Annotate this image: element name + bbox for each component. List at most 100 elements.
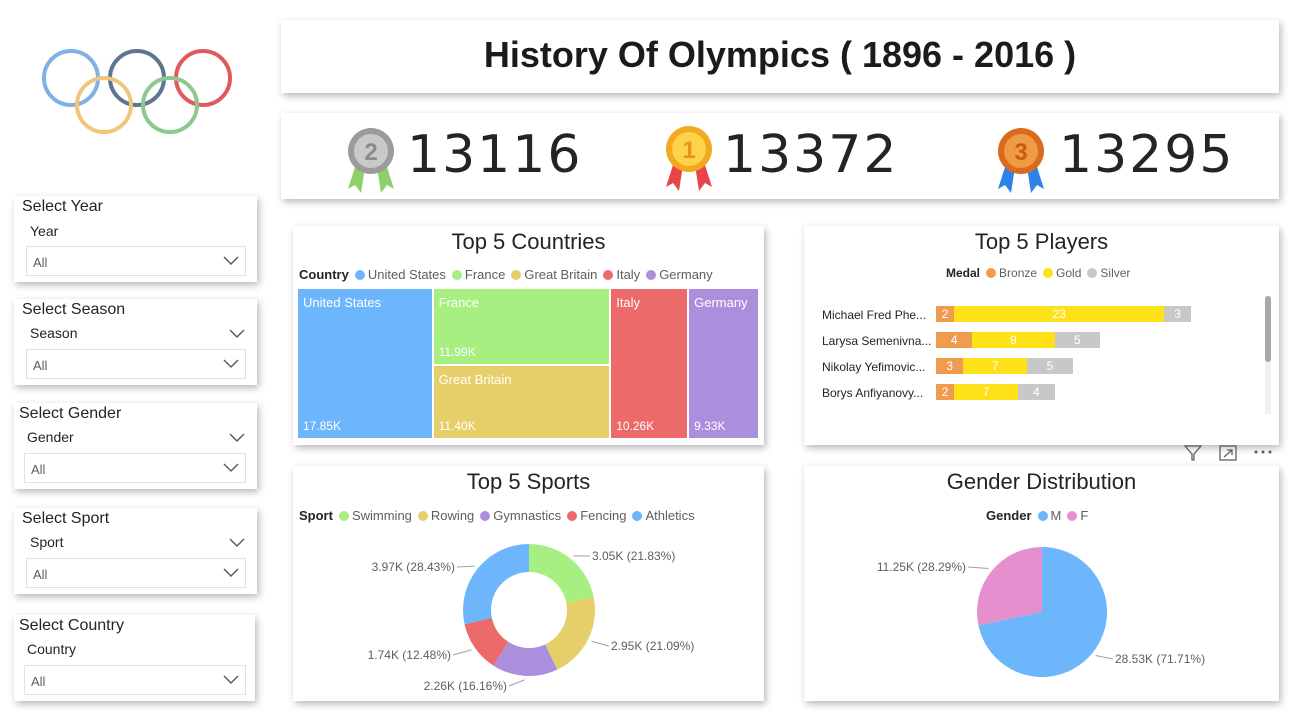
sports-legend-label: Fencing	[580, 508, 627, 523]
treemap-tile[interactable]: France 11.99K	[433, 289, 610, 365]
gender-visual[interactable]: Gender Distribution Gender M F 28.53K (71.…	[804, 466, 1279, 701]
chevron-down-icon[interactable]	[229, 538, 245, 548]
countries-legend-item[interactable]: Germany	[646, 267, 713, 282]
chevron-down-icon[interactable]	[229, 329, 245, 339]
silver-bar-segment[interactable]: 5	[1054, 332, 1101, 348]
player-name-label: Nikolay Yefimovic...	[822, 360, 926, 374]
players-legend-item[interactable]: Silver	[1087, 266, 1130, 280]
sport-dropdown[interactable]: All	[26, 558, 246, 588]
slicer-sport-field[interactable]: Sport	[30, 534, 64, 550]
players-legend-item[interactable]: Gold	[1043, 266, 1081, 280]
vertical-scrollbar[interactable]	[1265, 296, 1271, 414]
slicer-gender-field[interactable]: Gender	[27, 429, 74, 445]
legend-dot-icon	[986, 268, 997, 278]
sports-donut-slice[interactable]	[493, 641, 558, 676]
gender-legend-item[interactable]: M	[1037, 508, 1062, 523]
bronze-bar-segment[interactable]: 3	[936, 358, 964, 374]
gender-pie-slice[interactable]	[977, 547, 1042, 626]
treemap-tile[interactable]: Great Britain 11.40K	[433, 366, 610, 438]
gender-pie-slice[interactable]	[978, 547, 1107, 677]
sports-donut-slice[interactable]	[529, 544, 594, 603]
silver-bar-segment[interactable]: 3	[1163, 306, 1192, 322]
sports-legend-item[interactable]: Athletics	[632, 508, 695, 523]
filter-icon[interactable]	[1183, 444, 1203, 462]
top-countries-visual[interactable]: Top 5 Countries Country United States Fran…	[293, 226, 764, 445]
treemap-tile[interactable]: Germany 9.33K	[689, 289, 758, 438]
legend-dot-icon	[480, 511, 491, 521]
silver-bar-segment[interactable]: 5	[1027, 358, 1073, 374]
treemap-tile-label: United States	[303, 295, 382, 310]
year-dropdown[interactable]: All	[26, 246, 246, 276]
legend-dot-icon	[646, 270, 657, 280]
sports-donut-slice[interactable]	[463, 544, 529, 625]
gender-pie-data-label: 28.53K (71.71%)	[1115, 652, 1205, 666]
gold-medal-badge: 1	[682, 137, 695, 164]
sports-legend: Sport Swimming Rowing Gymnastics Fencing Athl…	[299, 508, 701, 523]
treemap-tile[interactable]: Italy 10.26K	[611, 289, 688, 438]
gold-bar-segment[interactable]: 23	[954, 306, 1164, 322]
sports-donut-chart: 3.05K (21.83%) 2.95K (21.09%) 2.26K (16.16…	[368, 544, 694, 693]
slicer-sport-title: Select Sport	[22, 510, 110, 527]
chevron-down-icon[interactable]	[229, 433, 245, 443]
more-options-icon[interactable]	[1252, 446, 1274, 458]
sports-legend-title: Sport	[299, 508, 333, 523]
players-legend-item[interactable]: Bronze	[986, 266, 1037, 280]
bronze-medal-icon: 3	[998, 128, 1044, 193]
player-name-label: Borys Anfiyanovy...	[822, 386, 924, 400]
sports-legend-item[interactable]: Rowing	[417, 508, 474, 523]
top-players-visual[interactable]: Top 5 Players Medal Bronze Gold Silver Mich…	[804, 226, 1279, 445]
bronze-bar-segment[interactable]: 2	[936, 384, 955, 400]
legend-dot-icon	[354, 270, 365, 280]
chevron-down-icon	[223, 359, 239, 369]
treemap-tile-value: 17.85K	[303, 419, 342, 433]
silver-medal-icon: 2	[348, 128, 394, 193]
sports-legend-item[interactable]: Swimming	[338, 508, 412, 523]
gender-legend-label: M	[1050, 508, 1062, 523]
sports-donut-slice[interactable]	[545, 596, 595, 670]
treemap-tile[interactable]: United States 17.85K	[298, 289, 432, 438]
gold-bar-segment[interactable]: 7	[954, 384, 1019, 400]
gender-legend-item[interactable]: F	[1067, 508, 1088, 523]
gold-bar-segment[interactable]: 9	[972, 332, 1055, 348]
slicer-year-title: Select Year	[22, 198, 103, 215]
silver-bar-segment[interactable]: 4	[1018, 384, 1055, 400]
focus-mode-icon[interactable]	[1218, 444, 1238, 462]
countries-legend-item[interactable]: France	[451, 267, 505, 282]
sports-donut-data-label: 1.74K (12.48%)	[368, 648, 451, 662]
countries-legend-item[interactable]: Great Britain	[511, 267, 597, 282]
sports-legend-item[interactable]: Gymnastics	[480, 508, 561, 523]
sports-legend-item[interactable]: Fencing	[567, 508, 626, 523]
sports-legend-label: Athletics	[645, 508, 695, 523]
country-dropdown[interactable]: All	[24, 665, 246, 695]
gold-bar-segment[interactable]: 7	[963, 358, 1028, 374]
legend-dot-icon	[1087, 268, 1098, 278]
ring-blue	[42, 49, 100, 107]
legend-dot-icon	[567, 511, 578, 521]
slicer-country-field: Country	[27, 641, 77, 657]
bronze-bar-segment[interactable]: 4	[936, 332, 973, 348]
slicer-sport: Select Sport Sport All	[14, 508, 257, 594]
top-countries-title: Top 5 Countries	[451, 229, 606, 254]
legend-dot-icon	[632, 511, 643, 521]
gender-pie-leader-line	[967, 566, 989, 569]
scrollbar-thumb[interactable]	[1265, 296, 1271, 362]
countries-treemap: United States 17.85K France 11.99K Great Bri…	[298, 289, 760, 440]
sports-legend-label: Swimming	[351, 508, 412, 523]
bronze-bar-segment[interactable]: 2	[936, 306, 955, 322]
gender-dropdown[interactable]: All	[24, 453, 246, 483]
olympic-rings-logo	[42, 49, 232, 134]
slicer-season-field[interactable]: Season	[30, 325, 78, 341]
countries-legend-item[interactable]: Italy	[603, 267, 640, 282]
legend-dot-icon	[451, 270, 462, 280]
players-legend-label: Gold	[1056, 266, 1082, 280]
sports-donut-leader-line	[508, 679, 525, 687]
chevron-down-icon	[223, 568, 239, 578]
season-dropdown[interactable]: All	[26, 349, 246, 379]
top-sports-visual[interactable]: Top 5 Sports Sport Swimming Rowing Gymnasti…	[293, 466, 764, 701]
bronze-medal-count: 13295	[1059, 125, 1235, 185]
players-legend-label: Silver	[1100, 266, 1131, 280]
top-sports-title: Top 5 Sports	[466, 469, 591, 494]
countries-legend-label: Germany	[659, 267, 713, 282]
sports-donut-slice[interactable]	[464, 618, 509, 666]
countries-legend-item[interactable]: United States	[354, 267, 446, 282]
